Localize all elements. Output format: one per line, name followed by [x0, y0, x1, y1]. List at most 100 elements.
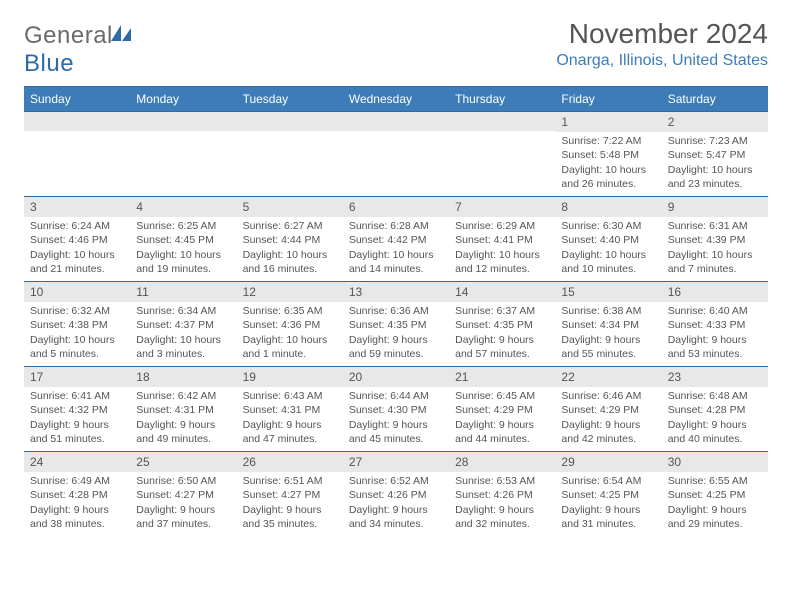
day-info-line: Sunset: 4:38 PM: [30, 318, 124, 332]
day-info-line: Daylight: 9 hours and 57 minutes.: [455, 333, 549, 361]
day-info-line: Sunset: 4:31 PM: [136, 403, 230, 417]
day-info-line: Daylight: 9 hours and 42 minutes.: [561, 418, 655, 446]
day-content: Sunrise: 6:44 AMSunset: 4:30 PMDaylight:…: [343, 387, 449, 450]
day-content: Sunrise: 6:45 AMSunset: 4:29 PMDaylight:…: [449, 387, 555, 450]
weekday-header: Sunday: [24, 87, 130, 111]
day-info-line: Daylight: 9 hours and 34 minutes.: [349, 503, 443, 531]
day-info-line: Sunrise: 6:48 AM: [668, 389, 762, 403]
day-number: 25: [130, 452, 236, 472]
day-cell: [343, 112, 449, 196]
day-cell: 11Sunrise: 6:34 AMSunset: 4:37 PMDayligh…: [130, 282, 236, 366]
day-info-line: Sunrise: 6:29 AM: [455, 219, 549, 233]
week-row: 17Sunrise: 6:41 AMSunset: 4:32 PMDayligh…: [24, 366, 768, 451]
day-info-line: Daylight: 10 hours and 10 minutes.: [561, 248, 655, 276]
day-info-line: Daylight: 9 hours and 53 minutes.: [668, 333, 762, 361]
day-info-line: Daylight: 9 hours and 45 minutes.: [349, 418, 443, 446]
day-cell: [237, 112, 343, 196]
day-info-line: Sunset: 4:33 PM: [668, 318, 762, 332]
day-info-line: Daylight: 10 hours and 14 minutes.: [349, 248, 443, 276]
day-cell: [130, 112, 236, 196]
day-info-line: Sunrise: 6:49 AM: [30, 474, 124, 488]
day-info-line: Daylight: 10 hours and 16 minutes.: [243, 248, 337, 276]
day-cell: 27Sunrise: 6:52 AMSunset: 4:26 PMDayligh…: [343, 452, 449, 536]
day-info-line: Sunrise: 6:25 AM: [136, 219, 230, 233]
day-info-line: Daylight: 10 hours and 7 minutes.: [668, 248, 762, 276]
day-info-line: Sunset: 4:26 PM: [349, 488, 443, 502]
day-cell: 1Sunrise: 7:22 AMSunset: 5:48 PMDaylight…: [555, 112, 661, 196]
day-content: Sunrise: 6:49 AMSunset: 4:28 PMDaylight:…: [24, 472, 130, 535]
day-number: 9: [662, 197, 768, 217]
day-info-line: Sunrise: 6:52 AM: [349, 474, 443, 488]
day-number: 22: [555, 367, 661, 387]
day-content: Sunrise: 6:41 AMSunset: 4:32 PMDaylight:…: [24, 387, 130, 450]
logo: GeneralBlue: [24, 18, 133, 78]
day-number: 6: [343, 197, 449, 217]
day-info-line: Sunset: 5:48 PM: [561, 148, 655, 162]
day-cell: 18Sunrise: 6:42 AMSunset: 4:31 PMDayligh…: [130, 367, 236, 451]
day-info-line: Sunrise: 6:37 AM: [455, 304, 549, 318]
day-content: Sunrise: 6:42 AMSunset: 4:31 PMDaylight:…: [130, 387, 236, 450]
day-info-line: Sunrise: 6:46 AM: [561, 389, 655, 403]
header: GeneralBlue November 2024 Onarga, Illino…: [24, 18, 768, 78]
day-cell: 13Sunrise: 6:36 AMSunset: 4:35 PMDayligh…: [343, 282, 449, 366]
day-cell: 15Sunrise: 6:38 AMSunset: 4:34 PMDayligh…: [555, 282, 661, 366]
day-info-line: Sunrise: 6:27 AM: [243, 219, 337, 233]
day-info-line: Sunset: 4:25 PM: [561, 488, 655, 502]
day-cell: 23Sunrise: 6:48 AMSunset: 4:28 PMDayligh…: [662, 367, 768, 451]
day-info-line: Daylight: 9 hours and 51 minutes.: [30, 418, 124, 446]
day-info-line: Sunrise: 6:41 AM: [30, 389, 124, 403]
day-content: Sunrise: 7:23 AMSunset: 5:47 PMDaylight:…: [662, 132, 768, 195]
day-number: 24: [24, 452, 130, 472]
day-cell: 5Sunrise: 6:27 AMSunset: 4:44 PMDaylight…: [237, 197, 343, 281]
day-number: 14: [449, 282, 555, 302]
day-number: 1: [555, 112, 661, 132]
calendar-page: GeneralBlue November 2024 Onarga, Illino…: [0, 0, 792, 554]
day-info-line: Daylight: 9 hours and 40 minutes.: [668, 418, 762, 446]
day-info-line: Sunrise: 6:55 AM: [668, 474, 762, 488]
day-info-line: Sunrise: 6:35 AM: [243, 304, 337, 318]
day-number-empty: [343, 112, 449, 131]
day-cell: 29Sunrise: 6:54 AMSunset: 4:25 PMDayligh…: [555, 452, 661, 536]
day-content: Sunrise: 6:28 AMSunset: 4:42 PMDaylight:…: [343, 217, 449, 280]
day-content: Sunrise: 6:27 AMSunset: 4:44 PMDaylight:…: [237, 217, 343, 280]
day-info-line: Daylight: 10 hours and 12 minutes.: [455, 248, 549, 276]
day-cell: 3Sunrise: 6:24 AMSunset: 4:46 PMDaylight…: [24, 197, 130, 281]
day-content: Sunrise: 6:55 AMSunset: 4:25 PMDaylight:…: [662, 472, 768, 535]
day-info-line: Sunset: 4:28 PM: [668, 403, 762, 417]
day-content: Sunrise: 6:37 AMSunset: 4:35 PMDaylight:…: [449, 302, 555, 365]
month-title: November 2024: [556, 18, 768, 50]
day-info-line: Sunset: 4:27 PM: [243, 488, 337, 502]
day-cell: 26Sunrise: 6:51 AMSunset: 4:27 PMDayligh…: [237, 452, 343, 536]
day-info-line: Sunrise: 6:28 AM: [349, 219, 443, 233]
day-info-line: Daylight: 9 hours and 31 minutes.: [561, 503, 655, 531]
title-block: November 2024 Onarga, Illinois, United S…: [556, 18, 768, 70]
day-content: Sunrise: 6:48 AMSunset: 4:28 PMDaylight:…: [662, 387, 768, 450]
day-cell: 9Sunrise: 6:31 AMSunset: 4:39 PMDaylight…: [662, 197, 768, 281]
day-info-line: Sunrise: 6:43 AM: [243, 389, 337, 403]
day-number: 23: [662, 367, 768, 387]
day-content: Sunrise: 6:53 AMSunset: 4:26 PMDaylight:…: [449, 472, 555, 535]
weekday-header: Thursday: [449, 87, 555, 111]
day-info-line: Sunset: 4:46 PM: [30, 233, 124, 247]
day-number: 7: [449, 197, 555, 217]
day-info-line: Sunset: 4:27 PM: [136, 488, 230, 502]
day-content: Sunrise: 6:38 AMSunset: 4:34 PMDaylight:…: [555, 302, 661, 365]
day-cell: 12Sunrise: 6:35 AMSunset: 4:36 PMDayligh…: [237, 282, 343, 366]
day-number: 16: [662, 282, 768, 302]
day-number: 28: [449, 452, 555, 472]
day-content: Sunrise: 6:35 AMSunset: 4:36 PMDaylight:…: [237, 302, 343, 365]
day-cell: 16Sunrise: 6:40 AMSunset: 4:33 PMDayligh…: [662, 282, 768, 366]
day-info-line: Sunset: 4:37 PM: [136, 318, 230, 332]
day-info-line: Daylight: 9 hours and 44 minutes.: [455, 418, 549, 446]
day-number: 12: [237, 282, 343, 302]
day-info-line: Daylight: 9 hours and 35 minutes.: [243, 503, 337, 531]
day-info-line: Daylight: 9 hours and 32 minutes.: [455, 503, 549, 531]
day-cell: 10Sunrise: 6:32 AMSunset: 4:38 PMDayligh…: [24, 282, 130, 366]
day-info-line: Daylight: 10 hours and 3 minutes.: [136, 333, 230, 361]
day-number: 18: [130, 367, 236, 387]
location: Onarga, Illinois, United States: [556, 52, 768, 70]
day-number-empty: [24, 112, 130, 131]
day-cell: 17Sunrise: 6:41 AMSunset: 4:32 PMDayligh…: [24, 367, 130, 451]
calendar: SundayMondayTuesdayWednesdayThursdayFrid…: [24, 86, 768, 536]
weekday-header-row: SundayMondayTuesdayWednesdayThursdayFrid…: [24, 87, 768, 111]
